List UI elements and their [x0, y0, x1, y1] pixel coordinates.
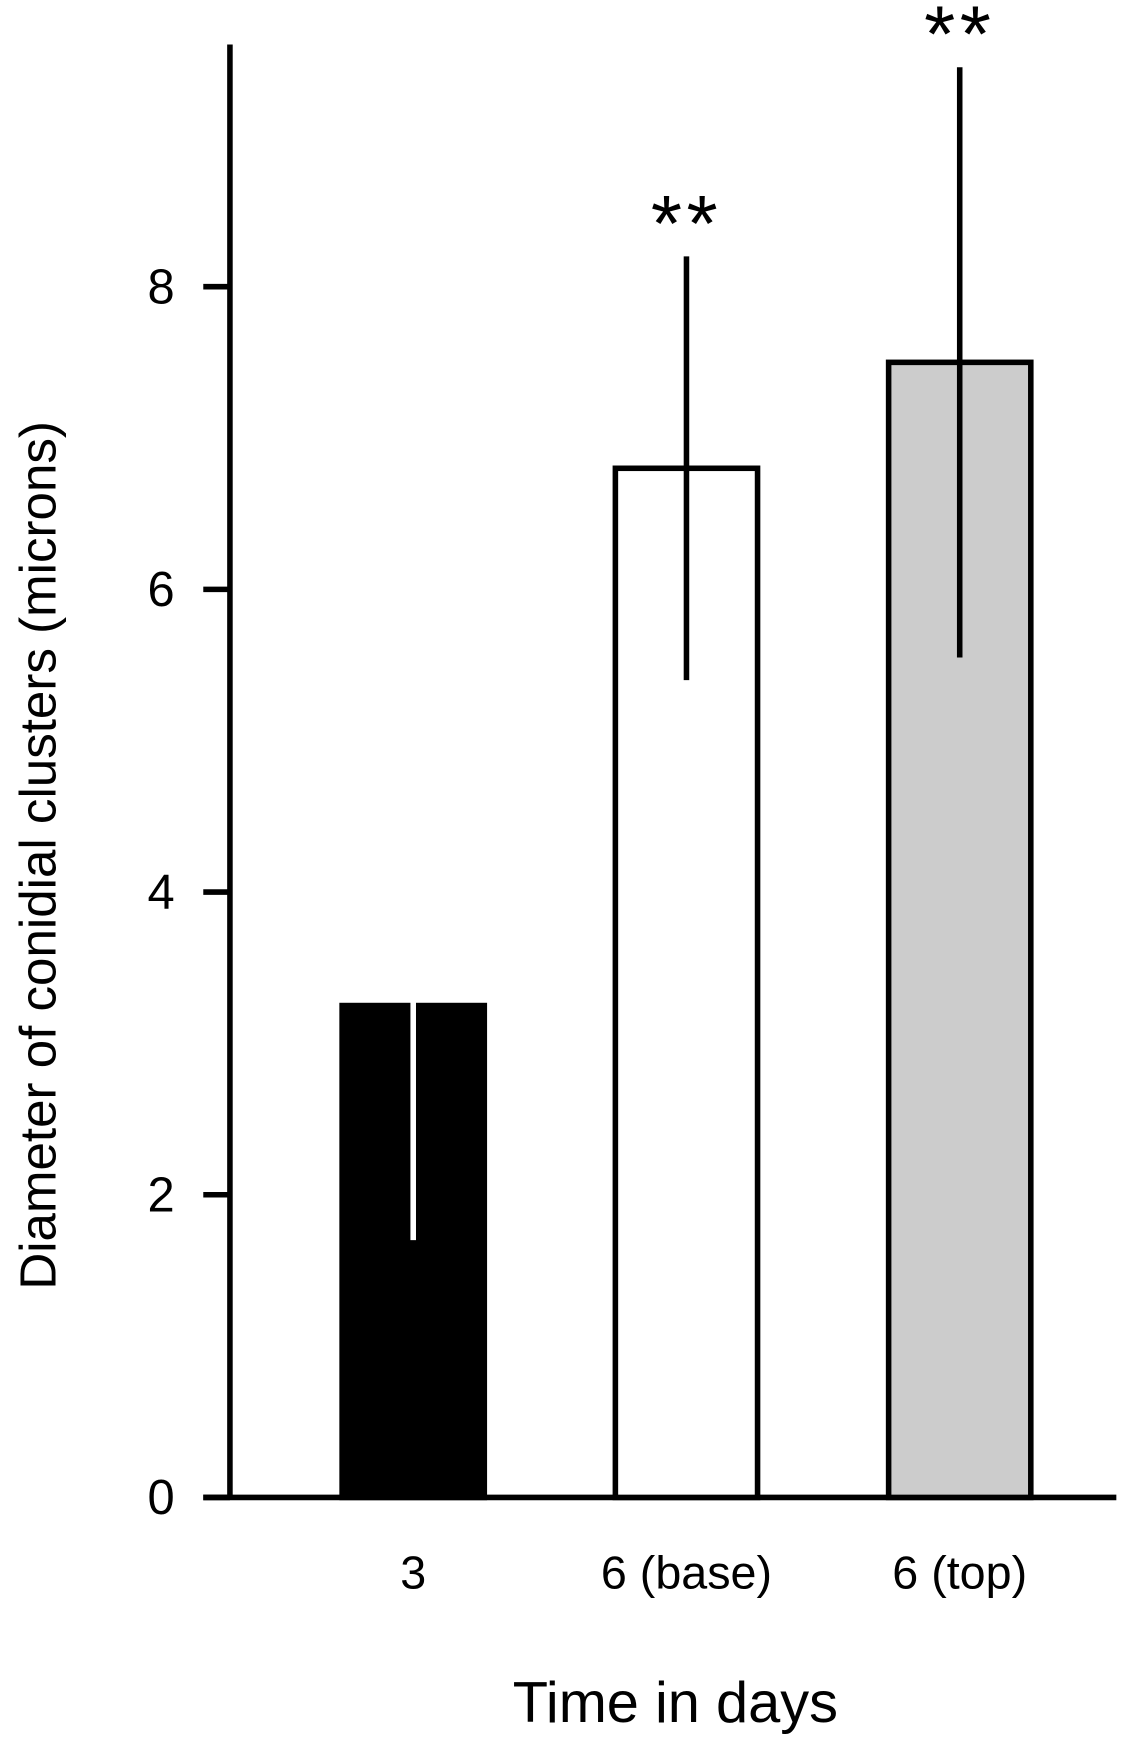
x-axis-label: Time in days	[513, 1671, 838, 1735]
y-tick-label: 0	[147, 1471, 174, 1525]
y-tick-label: 4	[147, 866, 174, 920]
x-tick-label: 6 (top)	[892, 1547, 1027, 1599]
x-tick-label: 3	[400, 1547, 426, 1599]
significance-label: **	[924, 0, 995, 79]
y-axis-label: Diameter of conidial clusters (microns)	[10, 421, 67, 1290]
y-tick-label: 8	[147, 260, 174, 314]
y-tick-label: 2	[147, 1168, 174, 1222]
significance-label: **	[651, 179, 722, 268]
y-tick-label: 6	[147, 563, 174, 617]
x-tick-label: 6 (base)	[601, 1547, 772, 1599]
